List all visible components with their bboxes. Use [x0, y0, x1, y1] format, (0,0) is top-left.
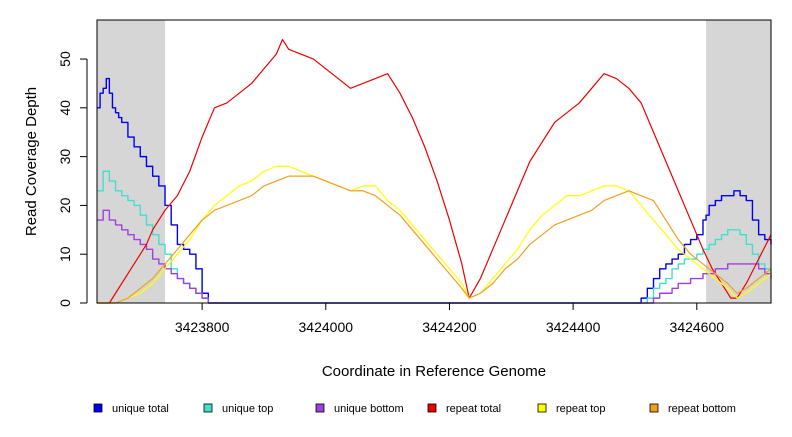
series-line-repeat-top: [97, 165, 772, 304]
y-axis: 0 10 20 30 40 50: [57, 51, 88, 307]
x-tick-label: 3424400: [546, 319, 601, 335]
shaded-region-1: [706, 20, 771, 303]
series-line-unique-bottom: [97, 209, 772, 304]
legend-label: unique bottom: [334, 403, 404, 415]
x-tick-label: 3424600: [670, 319, 725, 335]
x-tick-label: 3424200: [422, 319, 477, 335]
y-tick-label: 40: [57, 100, 73, 116]
y-tick-label: 30: [57, 149, 73, 165]
y-tick-label: 20: [57, 197, 73, 213]
shaded-regions: [97, 20, 771, 303]
plot-frame: [96, 19, 772, 304]
series-layer: [97, 38, 772, 304]
legend-label: repeat top: [556, 403, 606, 415]
legend-label: unique top: [222, 403, 273, 415]
series-line-repeat-total: [97, 38, 772, 304]
y-tick-label: 10: [57, 246, 73, 262]
x-axis-label: Coordinate in Reference Genome: [322, 363, 546, 380]
legend-swatch: [315, 403, 325, 413]
x-tick-label: 3423800: [175, 319, 230, 335]
legend-label: repeat bottom: [668, 403, 736, 415]
shaded-region-0: [97, 20, 166, 303]
x-tick-label: 3424000: [299, 319, 354, 335]
x-axis: 3423800 3424000 3424200 3424400 3424600: [175, 303, 724, 335]
series-line-unique-total: [97, 77, 772, 304]
legend: unique total unique top unique bottom repea…: [93, 403, 736, 415]
y-tick-label: 50: [57, 51, 73, 67]
legend-swatch: [203, 403, 213, 413]
legend-label: unique total: [112, 403, 169, 415]
legend-swatch: [427, 403, 437, 413]
legend-swatch: [93, 403, 103, 413]
series-line-repeat-bottom: [97, 175, 772, 304]
legend-label: repeat total: [446, 403, 501, 415]
y-axis-label: Read Coverage Depth: [23, 87, 40, 236]
series-line-unique-top: [97, 170, 772, 304]
y-tick-label: 0: [57, 299, 73, 307]
legend-swatch: [649, 403, 659, 413]
legend-swatch: [537, 403, 547, 413]
